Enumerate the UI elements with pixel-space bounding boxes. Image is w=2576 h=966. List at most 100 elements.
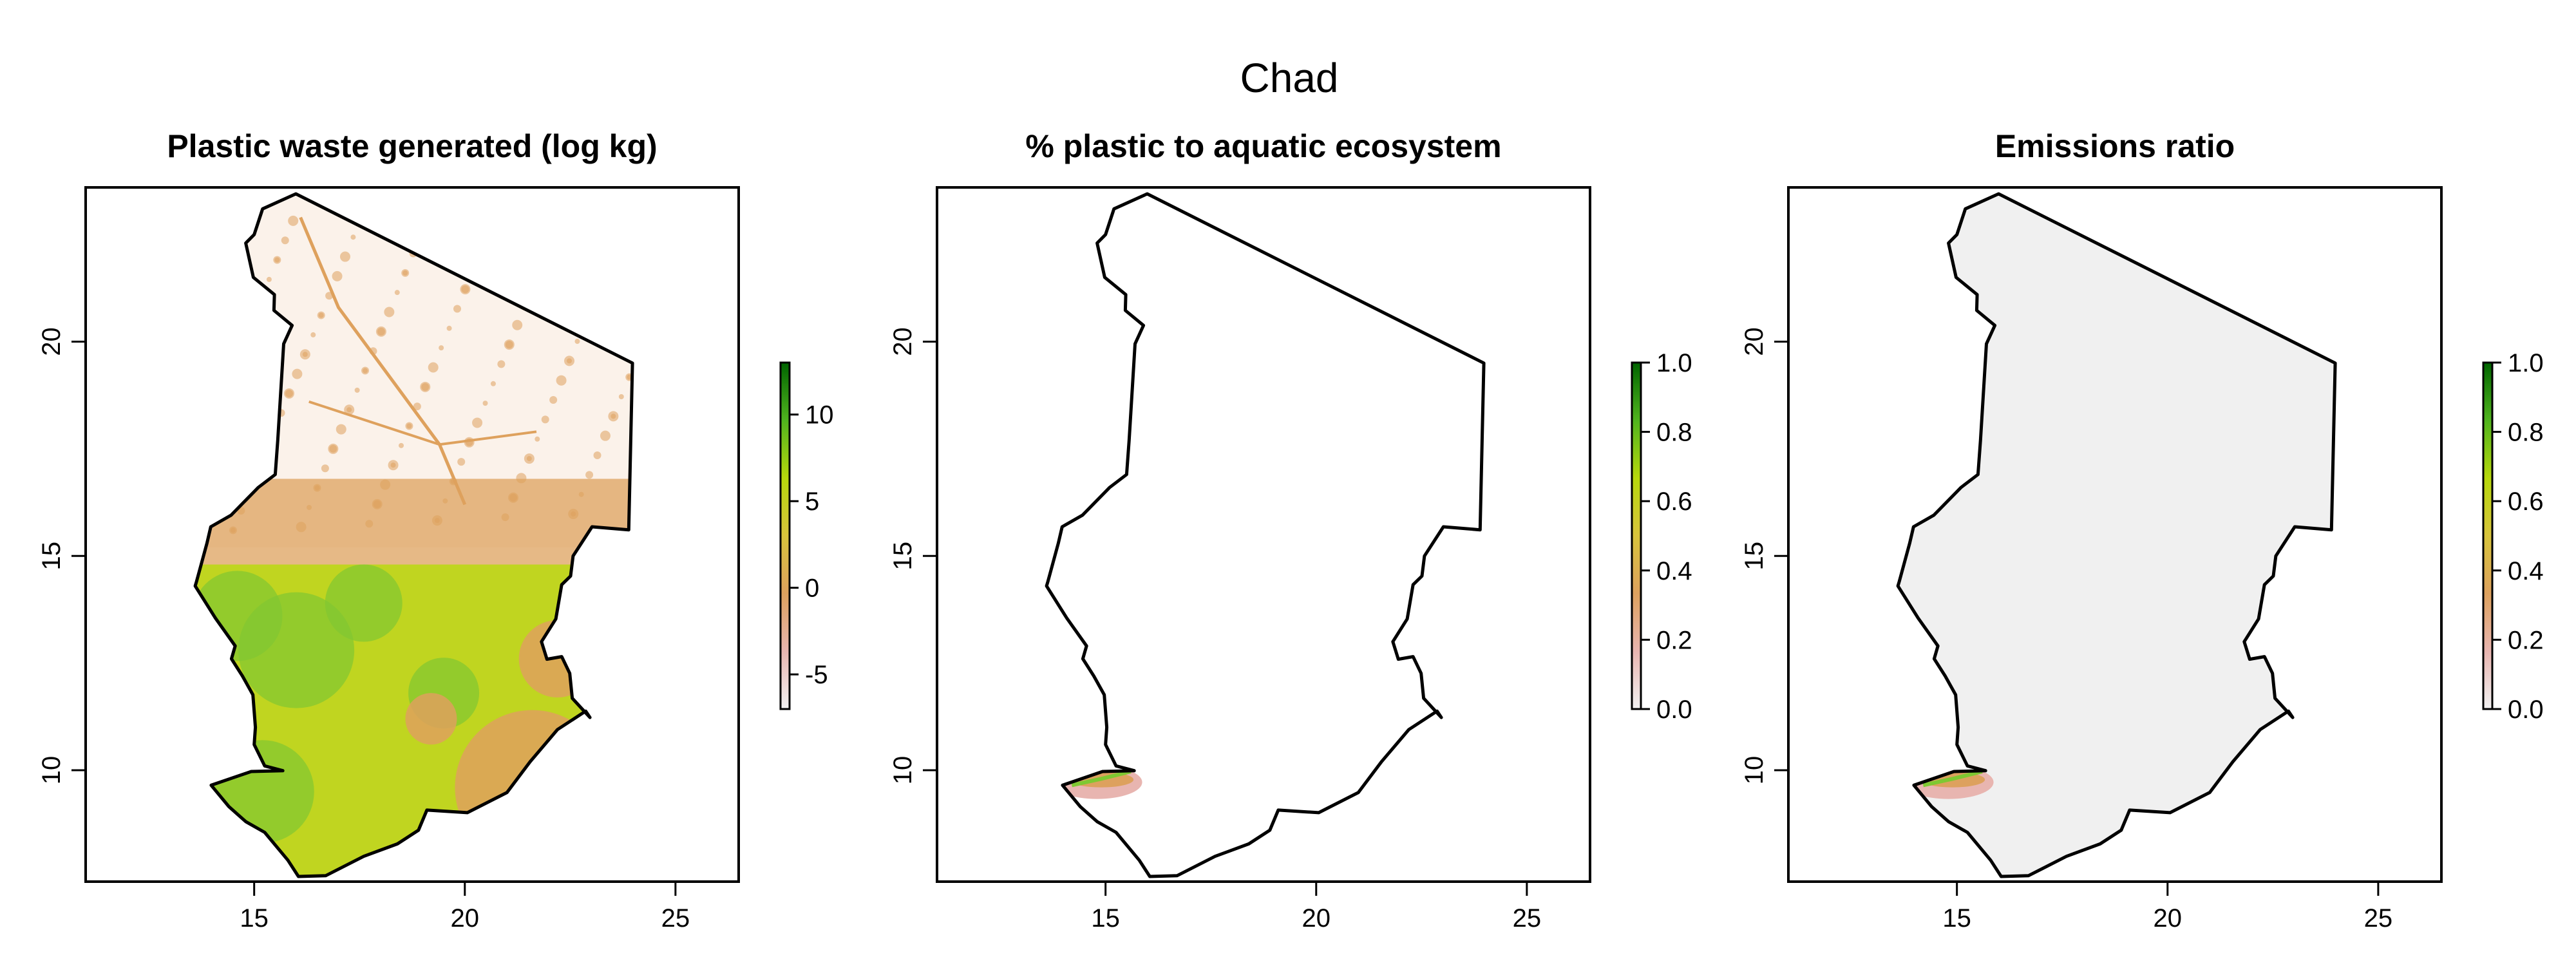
y-tick-label: 20 xyxy=(1740,327,1768,356)
speckle xyxy=(493,207,502,215)
speckle xyxy=(405,422,413,430)
speckle xyxy=(413,402,421,411)
panel-emissions-ratio: Emissions ratio 15 20 25 10 15 20 1.0 0.8 0.6 0… xyxy=(1740,128,2544,933)
legend-tick-label: 1.0 xyxy=(1656,349,1692,377)
legend-tick-label: 0.2 xyxy=(2508,626,2544,654)
y-tick-label: 15 xyxy=(37,542,66,571)
y-tick-label: 10 xyxy=(1740,756,1768,785)
speckle xyxy=(361,366,370,375)
legend-tick-label: 0.4 xyxy=(2508,557,2544,585)
legend-tick-label: 1.0 xyxy=(2508,349,2544,377)
speckle xyxy=(549,396,558,404)
legend-tick-label: 0.6 xyxy=(2508,488,2544,516)
speckle xyxy=(611,413,616,419)
color-legend: 10 5 0 -5 xyxy=(779,361,834,710)
road-line xyxy=(308,400,537,446)
speckle xyxy=(266,276,272,282)
speckle xyxy=(417,230,426,238)
speckle xyxy=(317,311,325,319)
speckle xyxy=(526,456,532,462)
speckle xyxy=(283,388,294,399)
speckle xyxy=(596,277,607,288)
legend-tick-label: 0.4 xyxy=(1656,557,1692,585)
speckle xyxy=(258,296,264,302)
speckle xyxy=(350,234,356,240)
plot-frame xyxy=(1787,186,2443,883)
speckle xyxy=(357,213,365,222)
green-patch xyxy=(211,740,314,844)
y-axis: 10 15 20 xyxy=(1740,327,1788,784)
speckle xyxy=(545,243,553,251)
speckle xyxy=(574,339,580,345)
x-tick-label: 25 xyxy=(2364,904,2393,933)
speckle xyxy=(273,256,281,264)
speckle xyxy=(538,263,544,269)
x-tick-label: 15 xyxy=(1942,904,1971,933)
country-border xyxy=(1045,192,1486,878)
speckle xyxy=(439,345,444,351)
figure-title: Chad xyxy=(1240,55,1339,101)
country-border xyxy=(1896,192,2337,878)
panel-aquatic-share: % plastic to aquatic ecosystem 15 20 25 10… xyxy=(889,128,1692,933)
speckle xyxy=(240,332,251,343)
y-tick-label: 20 xyxy=(889,327,917,356)
speckle xyxy=(332,270,343,281)
outflow-river xyxy=(1922,770,1983,788)
y-tick-label: 15 xyxy=(1740,542,1768,571)
speckle xyxy=(623,221,629,227)
legend-tick-label: 5 xyxy=(805,488,819,516)
speckle xyxy=(581,317,589,326)
speckle xyxy=(292,368,303,379)
color-legend: 1.0 0.8 0.6 0.4 0.2 0.0 xyxy=(2482,349,2544,724)
orange-patch xyxy=(455,710,610,865)
speckle xyxy=(614,241,620,247)
speckle xyxy=(486,228,492,234)
speckle xyxy=(541,415,549,424)
legend-tick-label: 0.0 xyxy=(1656,696,1692,724)
x-axis: 15 20 25 xyxy=(240,882,690,933)
speckle xyxy=(604,258,615,269)
speckle xyxy=(310,332,316,337)
speckle xyxy=(497,360,506,368)
speckle xyxy=(585,471,594,479)
speckle xyxy=(600,430,611,441)
speckle xyxy=(401,269,410,277)
speckle xyxy=(270,430,276,435)
speckle xyxy=(321,464,329,473)
y-tick-label: 10 xyxy=(37,756,66,785)
speckle xyxy=(597,278,605,287)
legend-color-bar xyxy=(1631,361,1642,710)
speckle xyxy=(398,442,404,448)
speckle xyxy=(420,381,431,392)
legend-tick-label: 0.0 xyxy=(2508,696,2544,724)
speckle xyxy=(336,424,346,435)
legend-color-bar xyxy=(2482,361,2494,710)
speckle xyxy=(252,466,263,477)
legend-color-bar xyxy=(779,361,791,710)
plot-frame xyxy=(936,186,1591,883)
speckle xyxy=(490,381,496,386)
speckle xyxy=(424,209,435,220)
orange-patch xyxy=(405,693,457,745)
speckle xyxy=(618,393,624,399)
speckle xyxy=(468,264,478,275)
road-line xyxy=(299,216,467,506)
x-axis: 15 20 25 xyxy=(1942,882,2392,933)
speckle xyxy=(567,358,573,364)
plot-frame xyxy=(84,186,740,883)
x-tick-label: 25 xyxy=(1513,904,1542,933)
speckle xyxy=(582,319,588,325)
x-tick-label: 15 xyxy=(1091,904,1120,933)
speckle xyxy=(288,215,299,226)
speckle xyxy=(512,319,523,330)
x-tick-label: 20 xyxy=(451,904,480,933)
panel-plastic-waste: Plastic waste generated (log kg) 15 20 25 … xyxy=(37,128,834,933)
speckle xyxy=(460,284,471,295)
x-tick-label: 20 xyxy=(2154,904,2183,933)
speckle xyxy=(531,283,536,289)
speckle xyxy=(476,245,487,256)
speckle xyxy=(556,375,567,386)
speckle xyxy=(358,214,364,220)
green-patch xyxy=(238,592,355,708)
